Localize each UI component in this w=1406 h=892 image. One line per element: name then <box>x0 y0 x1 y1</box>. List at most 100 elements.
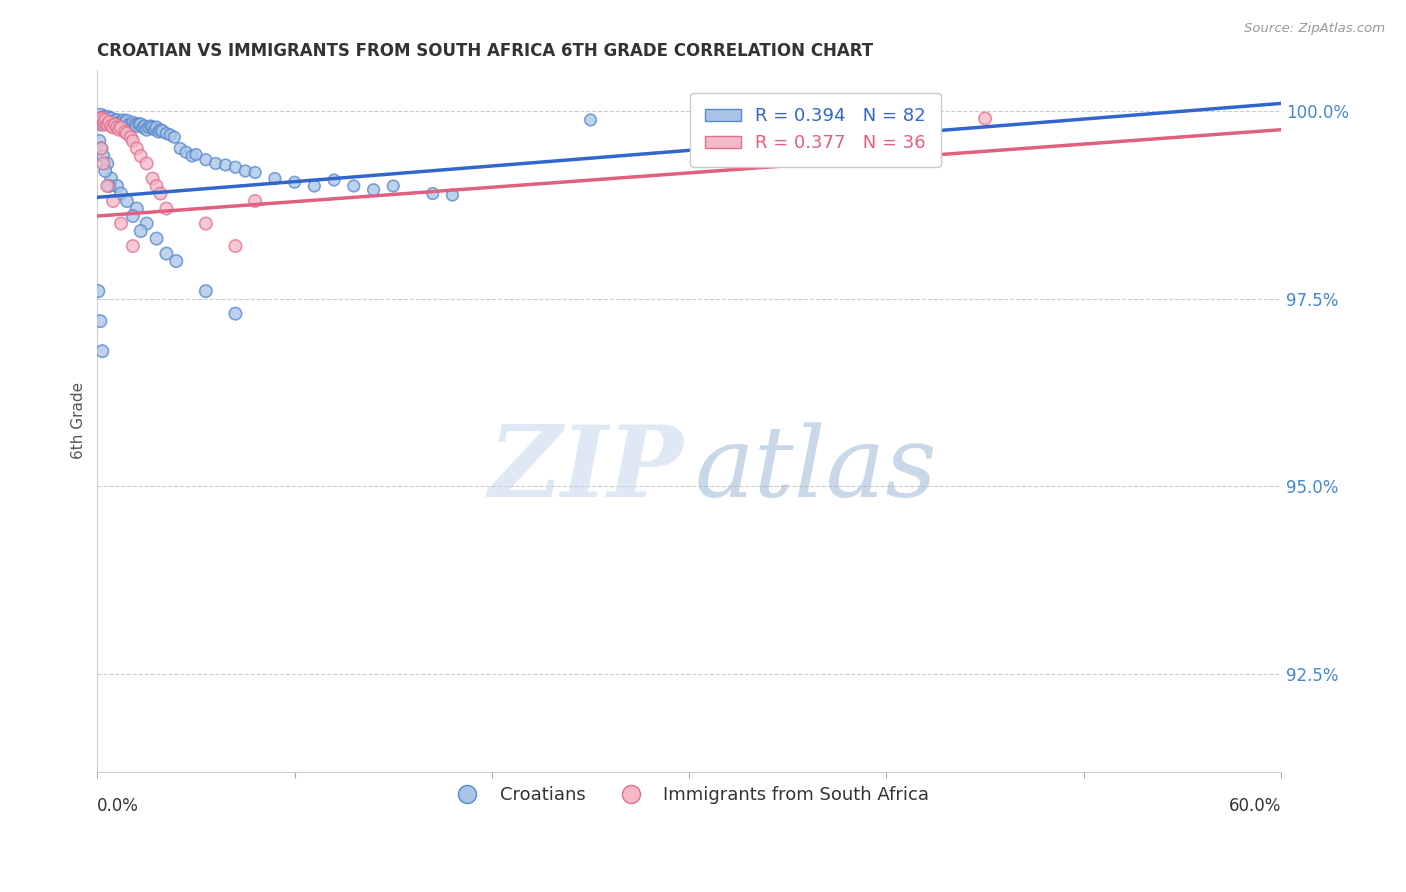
Point <box>125 202 148 216</box>
Point <box>149 122 172 136</box>
Point <box>98 115 121 129</box>
Point <box>129 118 152 132</box>
Point <box>152 124 174 138</box>
Legend: Croatians, Immigrants from South Africa: Croatians, Immigrants from South Africa <box>441 780 936 812</box>
Point <box>243 165 266 179</box>
Point <box>174 145 197 160</box>
Point <box>98 115 121 129</box>
Point <box>97 110 120 124</box>
Point <box>323 173 346 187</box>
Point <box>110 120 132 135</box>
Point <box>115 113 138 128</box>
Point <box>118 118 141 132</box>
Point <box>100 171 122 186</box>
Point <box>184 147 207 161</box>
Point <box>94 115 117 129</box>
Point <box>90 115 112 129</box>
Point <box>125 141 148 155</box>
Point <box>101 120 124 135</box>
Point <box>110 117 132 131</box>
Text: 60.0%: 60.0% <box>1229 797 1281 814</box>
Point <box>181 149 204 163</box>
Point <box>128 117 150 131</box>
Text: atlas: atlas <box>695 422 938 517</box>
Point <box>284 175 307 189</box>
Point <box>94 112 117 127</box>
Point <box>224 239 246 253</box>
Point <box>243 194 266 208</box>
Point <box>204 156 226 170</box>
Point <box>115 194 138 208</box>
Point <box>129 224 152 238</box>
Point <box>579 112 602 127</box>
Point <box>148 125 170 139</box>
Point <box>163 130 186 145</box>
Point <box>121 115 143 129</box>
Point <box>149 186 172 201</box>
Point <box>441 188 464 202</box>
Point <box>145 179 167 194</box>
Point <box>111 112 134 127</box>
Point <box>91 112 114 126</box>
Point <box>143 122 166 136</box>
Point <box>169 141 191 155</box>
Point <box>138 120 160 135</box>
Point <box>110 217 132 231</box>
Point <box>100 112 122 126</box>
Point <box>135 122 157 136</box>
Point <box>129 149 152 163</box>
Point <box>194 217 217 231</box>
Point <box>96 118 118 132</box>
Point <box>135 156 157 170</box>
Point <box>194 284 217 298</box>
Point <box>91 118 114 132</box>
Point <box>124 118 146 132</box>
Point <box>121 209 143 223</box>
Point <box>121 134 143 148</box>
Point <box>94 164 117 178</box>
Point <box>90 141 112 155</box>
Point <box>382 179 405 194</box>
Point <box>165 254 187 268</box>
Point <box>974 112 997 126</box>
Point <box>120 119 142 133</box>
Text: 0.0%: 0.0% <box>97 797 139 814</box>
Text: ZIP: ZIP <box>488 422 683 518</box>
Point <box>104 118 127 132</box>
Point <box>194 153 217 167</box>
Point <box>96 112 118 127</box>
Point <box>304 179 326 194</box>
Point <box>155 127 177 141</box>
Point <box>93 110 115 124</box>
Point <box>155 202 177 216</box>
Point <box>93 115 115 129</box>
Point <box>115 127 138 141</box>
Point <box>89 134 111 148</box>
Point <box>91 112 114 126</box>
Y-axis label: 6th Grade: 6th Grade <box>72 382 86 459</box>
Point <box>264 171 287 186</box>
Point <box>108 115 131 129</box>
Point <box>121 239 143 253</box>
Text: Source: ZipAtlas.com: Source: ZipAtlas.com <box>1244 22 1385 36</box>
Point <box>224 160 246 174</box>
Point <box>422 186 444 201</box>
Point <box>142 120 165 135</box>
Point <box>110 186 132 201</box>
Point <box>98 179 121 194</box>
Point <box>90 141 112 155</box>
Point <box>214 158 236 172</box>
Point <box>363 183 385 197</box>
Point <box>96 179 118 194</box>
Point <box>104 113 127 128</box>
Point <box>132 120 155 135</box>
Point <box>96 156 118 170</box>
Point <box>142 171 165 186</box>
Point <box>120 130 142 145</box>
Point <box>145 231 167 245</box>
Point <box>224 307 246 321</box>
Point <box>89 314 111 328</box>
Point <box>159 128 181 142</box>
Point <box>90 115 112 129</box>
Point <box>87 284 110 298</box>
